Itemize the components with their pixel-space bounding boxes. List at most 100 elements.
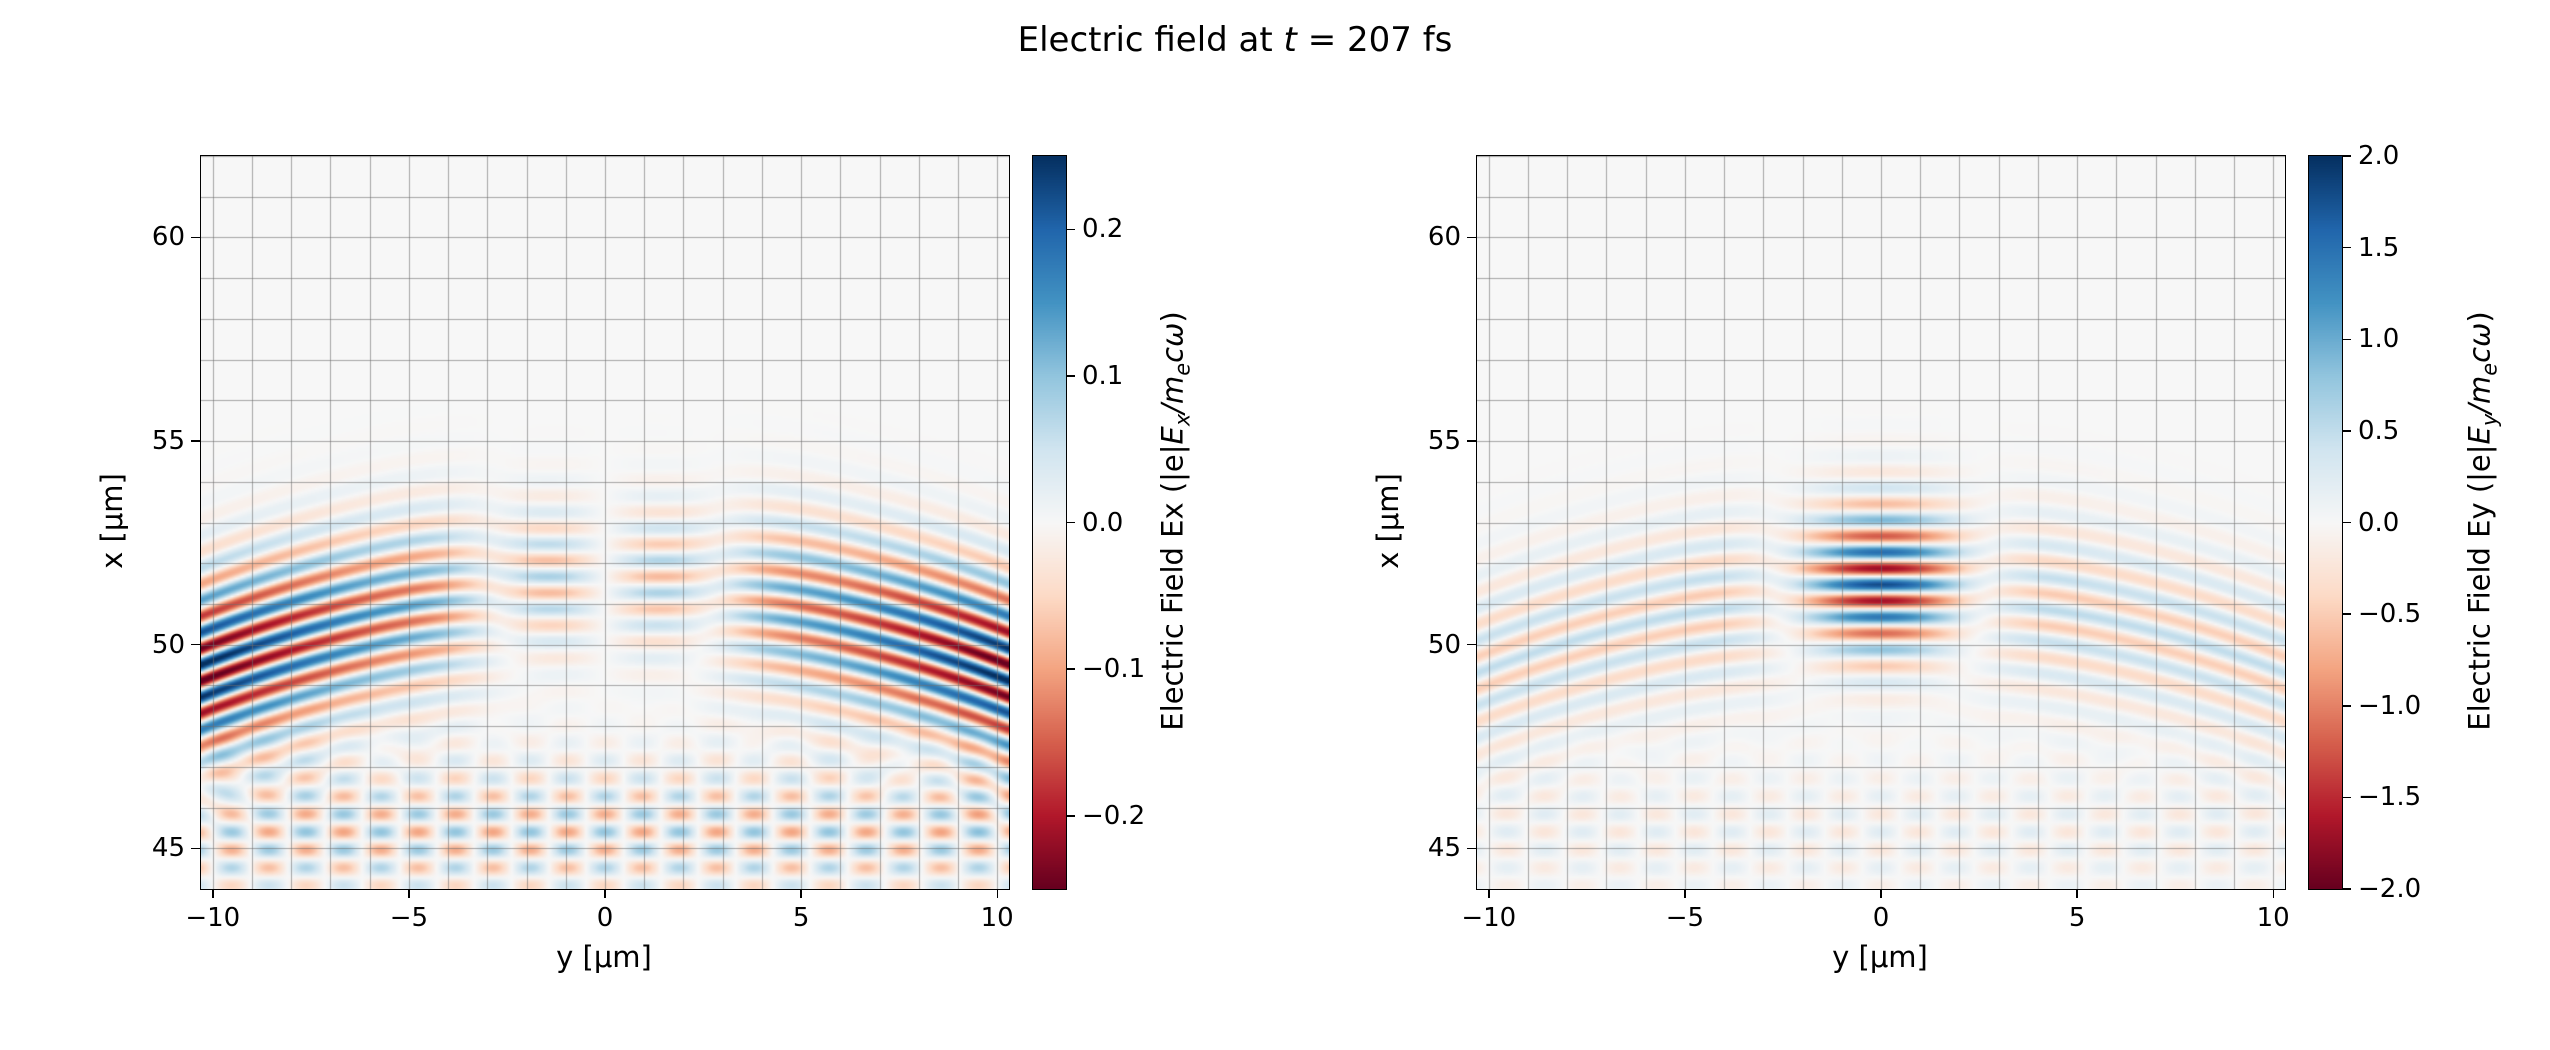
y-tick-mark: [190, 236, 200, 239]
colorbar-label-part: /: [1155, 403, 1190, 414]
x-tick-mark: [1488, 889, 1490, 898]
heatmap-ey-canvas: [1477, 156, 2285, 889]
chart-title-variable: t: [1283, 20, 1297, 60]
colorbar-tick-mark: [2342, 155, 2351, 157]
xlabel-ey: y [μm]: [1832, 940, 1928, 974]
colorbar-tick-mark: [2342, 705, 2351, 707]
x-tick-mark: [2076, 889, 2078, 898]
colorbar-label-part: ω: [2462, 322, 2497, 347]
xlabel-ex: y [μm]: [556, 940, 652, 974]
colorbar-label-part: ): [1155, 311, 1190, 323]
colorbar-tick-label: −1.0: [2358, 690, 2422, 721]
x-tick-label: −5: [389, 903, 429, 933]
colorbar-tick-label: 0.2: [1082, 214, 1124, 245]
y-tick-mark: [1466, 643, 1476, 646]
colorbar-tick-label: 2.0: [2358, 141, 2400, 171]
y-tick-label: 45: [151, 833, 185, 864]
colorbar-label-part: e: [2477, 362, 2502, 376]
colorbar-tick-mark: [1066, 228, 1075, 230]
x-tick-label: 10: [2256, 903, 2290, 933]
x-tick-mark: [408, 889, 410, 898]
colorbar-tick-label: 0.5: [2358, 415, 2400, 446]
colorbar-label-part: x: [1170, 413, 1195, 427]
colorbar-label-part: Electric Field Ey (|e|: [2462, 444, 2497, 731]
colorbar-label-part: E: [1155, 426, 1190, 445]
colorbar-label-part: /: [2462, 403, 2497, 414]
x-tick-mark: [1880, 889, 1882, 898]
colorbar-label-ex: Electric Field Ex (|e|Ex/mecω): [1155, 311, 1194, 730]
colorbar-ey-canvas: [2309, 156, 2342, 889]
colorbar-label-part: e: [1170, 362, 1195, 376]
colorbar-tick-label: 1.0: [2358, 324, 2400, 355]
colorbar-label-part: Electric Field Ex (|e|: [1155, 444, 1190, 731]
x-tick-label: 0: [1872, 903, 1890, 933]
chart-title-suffix: = 207 fs: [1296, 20, 1453, 60]
x-tick-mark: [1684, 889, 1686, 898]
y-tick-label: 50: [151, 629, 185, 660]
y-tick-label: 45: [1427, 833, 1461, 864]
colorbar-tick-mark: [2342, 338, 2351, 340]
colorbar-label-part: c: [2462, 346, 2497, 363]
x-tick-label: −10: [185, 903, 241, 933]
colorbar-tick-label: 0.1: [1082, 360, 1124, 391]
colorbar-tick-mark: [2342, 246, 2351, 249]
y-tick-label: 50: [1427, 629, 1461, 660]
chart-title-prefix: Electric field at: [1017, 20, 1284, 60]
x-tick-label: 0: [596, 903, 614, 933]
x-tick-mark: [800, 889, 802, 898]
ylabel-ey: x [μm]: [1371, 473, 1405, 569]
y-tick-mark: [1466, 440, 1476, 442]
colorbar-tick-label: 0.0: [1082, 507, 1124, 538]
y-tick-label: 60: [151, 222, 185, 253]
x-tick-mark: [604, 889, 606, 898]
colorbar-tick-mark: [2342, 888, 2351, 890]
x-tick-label: −10: [1461, 903, 1517, 933]
colorbar-tick-label: 1.5: [2358, 232, 2400, 263]
heatmap-ey-axes: −10 −5 0 5 10 45 50 55 60: [1428, 155, 2290, 931]
chart-title: Electric field at t = 207 fs: [0, 20, 2470, 60]
y-tick-label: 55: [151, 426, 185, 457]
colorbar-label-part: m: [2462, 375, 2497, 404]
y-tick-mark: [190, 847, 200, 849]
colorbar-tick-mark: [2342, 796, 2351, 799]
colorbar-tick-label: −1.5: [2358, 782, 2422, 813]
colorbar-tick-label: 0.0: [2358, 507, 2400, 538]
colorbar-tick-mark: [1066, 668, 1075, 670]
colorbar-label-part: ω: [1155, 322, 1190, 347]
x-tick-mark: [2272, 889, 2274, 898]
colorbar-label-part: y: [2477, 413, 2502, 427]
colorbar-tick-mark: [1066, 815, 1075, 817]
colorbar-tick-label: −2.0: [2358, 874, 2422, 904]
colorbar-tick-mark: [2342, 613, 2351, 615]
colorbar-ex-canvas: [1033, 156, 1066, 889]
colorbar-tick-mark: [1066, 375, 1075, 377]
colorbar-label-part: E: [2462, 426, 2497, 445]
x-tick-label: 5: [792, 903, 810, 933]
colorbar-label-part: m: [1155, 375, 1190, 404]
colorbar-tick-mark: [2342, 521, 2351, 524]
y-tick-mark: [1466, 847, 1476, 849]
y-tick-mark: [190, 440, 200, 442]
ylabel-ex: x [μm]: [95, 473, 129, 569]
colorbar-label-part: c: [1155, 346, 1190, 363]
colorbar-tick-mark: [1066, 521, 1075, 524]
colorbar-tick-label: −0.5: [2358, 599, 2422, 630]
colorbar-label-part: ): [2462, 311, 2497, 323]
x-tick-label: 5: [2068, 903, 2086, 933]
heatmap-ex-canvas: [201, 156, 1009, 889]
colorbar-label-ey: Electric Field Ey (|e|Ey/mecω): [2462, 311, 2501, 730]
y-tick-label: 55: [1427, 426, 1461, 457]
heatmap-ex-axes: −10 −5 0 5 10 45 50 55 60: [152, 155, 1014, 931]
y-tick-mark: [190, 643, 200, 646]
colorbar-ey: 2.0 1.5 1.0 0.5 0.0 −0.5 −1.0 −1.5 −2.0: [2308, 143, 2421, 902]
x-tick-label: −5: [1665, 903, 1705, 933]
y-tick-label: 60: [1427, 222, 1461, 253]
colorbar-ex: 0.2 0.1 0.0 −0.1 −0.2: [1032, 155, 1145, 890]
colorbar-tick-label: −0.1: [1082, 654, 1146, 685]
colorbar-tick-label: −0.2: [1082, 800, 1146, 831]
y-tick-mark: [1466, 236, 1476, 239]
x-tick-label: 10: [980, 903, 1014, 933]
x-tick-mark: [996, 889, 998, 898]
colorbar-tick-mark: [2342, 430, 2351, 432]
